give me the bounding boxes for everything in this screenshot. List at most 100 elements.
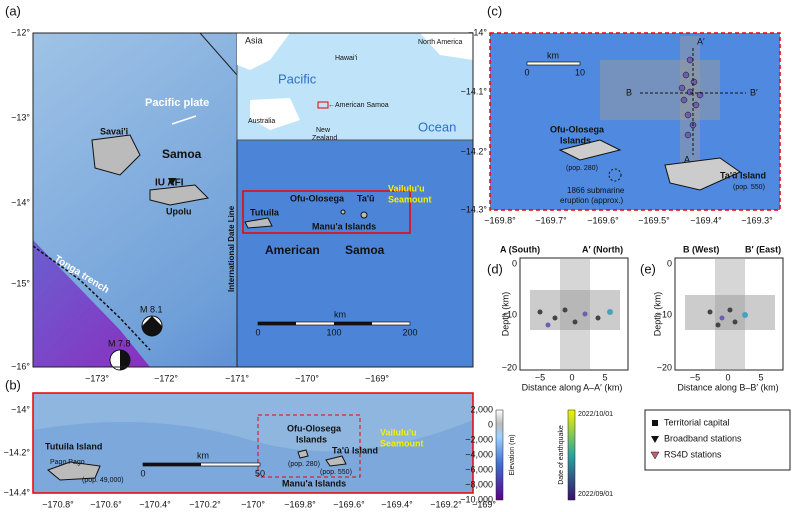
panel-label: (a) [5,3,21,18]
cb-tick: 0 [488,419,493,429]
scale-label: km [197,450,209,460]
x-tick: −5 [535,372,545,382]
map-label: eruption (approx.) [560,196,623,205]
cb-tick: −8,000 [465,479,493,489]
tau [325,455,347,467]
cb-tick: 2,000 [470,404,493,414]
scale-seg [258,322,296,325]
x-tick: 0 [569,372,574,382]
legend-triangle [651,436,659,443]
eq-points [707,307,748,328]
x-tick: −169.6° [587,215,619,225]
x-tick: −169.3° [741,215,773,225]
eq-points [537,307,613,328]
map-label: Ta'ū Island [720,170,766,180]
x-tick: −169° [365,373,389,383]
y-tick: −15° [11,278,30,288]
y-tick: 0 [512,258,517,268]
scale-seg [334,322,372,325]
x-tick: −169.6° [333,499,365,509]
y-tick: −14.2° [461,146,488,156]
legend-box [644,409,791,471]
map-label: (pop. 49,000) [82,477,124,484]
x-tick: −172° [154,373,178,383]
inset-box [317,101,329,109]
scale-label: 0 [524,67,529,77]
panel-label: (e) [640,261,656,276]
map-label: B [626,87,632,97]
x-tick: −169.4° [690,215,722,225]
map-label: Islands [560,135,591,145]
ofu-olosega [558,139,622,161]
map-label: Savai'i [100,126,128,136]
y-tick: −14° [11,197,30,207]
tau [664,157,742,191]
map-label: B′ [750,87,758,97]
plate-arrow [171,115,197,125]
panel-c: (c) −14° −14.1° −14.2° −14.3° −169.8° −1… [461,3,781,225]
frame [489,32,781,211]
x-tick: −169.5° [638,215,670,225]
panel-a: (a) −12° −13° −14° −15° −16° −173° −172°… [5,3,474,383]
map-label: Ofu-Olosega [287,423,342,433]
map-label: M 8.1 [140,304,163,314]
inset-land [237,33,473,130]
focal-2-q [120,350,130,370]
profile-end: A′ (North) [582,244,623,254]
x-tick: −170.4° [139,499,171,509]
x-tick: −171° [225,373,249,383]
scale-label: 0 [255,327,260,337]
map-label: Pago Pago [50,459,85,466]
x-tick: −170° [241,499,265,509]
x-tick: −173° [85,373,109,383]
y-label: Depth (km) [500,292,510,337]
profile-end: A (South) [500,244,540,254]
map-label: (pop. 280) [288,461,320,468]
map-label: International Date Line [227,205,236,292]
cb-tick: −10,000 [460,494,493,504]
x-tick: 0 [725,372,730,382]
error-bars [680,36,700,166]
panel-b: (b) −14° −14.2° −14.4° −170.8° −170.6° −… [4,377,497,509]
x-tick: −169.2° [430,499,462,509]
tutuila [244,217,273,229]
savaii [91,134,141,176]
x-tick: −169° [472,499,496,509]
map-label: (pop. 550) [320,469,352,476]
map-label: American [265,243,320,257]
region-box [257,414,361,478]
scale-label: 10 [575,67,585,77]
x-tick: −5 [690,372,700,382]
panel-d: (d) A (South) A′ (North) Depth (km) 0 −1… [487,244,629,392]
y-tick: 0 [667,258,672,268]
eruption-site [608,168,622,182]
scale-bar [526,61,581,66]
inset-label: ←American Samoa [328,102,389,109]
date-bar [567,409,576,501]
map-label: Samoa [345,243,385,257]
y-tick: −14.2° [4,447,31,457]
x-tick: −169.4° [381,499,413,509]
frame [32,392,474,494]
x-tick: 5 [602,372,607,382]
y-tick: −14° [11,404,30,414]
scale-seg [143,463,201,466]
station [168,178,176,186]
x-label: Distance along B–B′ (km) [677,382,778,392]
panel-label: (d) [487,261,503,276]
panel-label: (b) [5,377,21,392]
map-label: Manu'a Islands [312,221,376,231]
map-label: M 7.8 [108,338,131,348]
map-east [237,140,473,367]
map-label: (pop. 550) [733,184,765,191]
profile-end: B′ (East) [745,244,781,254]
scale-label: km [334,309,346,319]
x-tick: −169.7° [535,215,567,225]
x-tick: −170.6° [90,499,122,509]
legend-label: Territorial capital [664,417,730,427]
y-tick: −14.1° [461,86,488,96]
inset-label: Hawai'i [335,55,358,62]
y-tick: −16° [11,361,30,371]
inset-label: Zealand [312,135,337,142]
cb-tick: −2,000 [465,434,493,444]
